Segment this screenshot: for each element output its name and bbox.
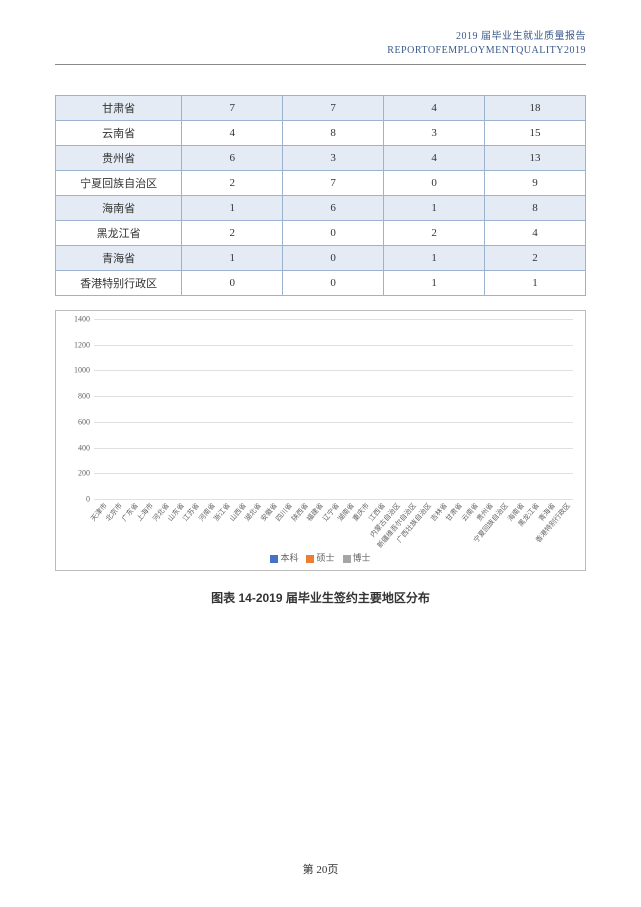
table-row: 青海省1012 <box>56 246 586 271</box>
table-row: 宁夏回族自治区2709 <box>56 171 586 196</box>
y-tick-label: 400 <box>66 443 90 452</box>
table-cell: 0 <box>283 271 384 296</box>
table-row: 海南省1618 <box>56 196 586 221</box>
table-cell: 8 <box>283 121 384 146</box>
table-cell: 0 <box>283 246 384 271</box>
table-cell: 0 <box>283 221 384 246</box>
table-cell: 2 <box>182 221 283 246</box>
table-cell: 8 <box>485 196 586 221</box>
page-footer: 第 20页 <box>0 861 641 877</box>
table-cell: 香港特别行政区 <box>56 271 182 296</box>
table-cell: 1 <box>384 246 485 271</box>
chart-caption: 图表 14-2019 届毕业生签约主要地区分布 <box>55 589 586 606</box>
table-cell: 15 <box>485 121 586 146</box>
table-row: 甘肃省77418 <box>56 96 586 121</box>
legend-item: 博士 <box>343 551 371 564</box>
table-row: 云南省48315 <box>56 121 586 146</box>
table-cell: 1 <box>384 271 485 296</box>
legend-label: 博士 <box>353 553 371 563</box>
page: 2019 届毕业生就业质量报告 REPORTOFEMPLOYMENTQUALIT… <box>0 0 641 907</box>
page-header: 2019 届毕业生就业质量报告 REPORTOFEMPLOYMENTQUALIT… <box>55 30 586 58</box>
table-cell: 6 <box>182 146 283 171</box>
table-cell: 1 <box>485 271 586 296</box>
table-cell: 9 <box>485 171 586 196</box>
table-cell: 7 <box>283 96 384 121</box>
table-cell: 13 <box>485 146 586 171</box>
legend-item: 本科 <box>270 551 298 564</box>
table-cell: 2 <box>485 246 586 271</box>
y-tick-label: 1200 <box>66 340 90 349</box>
table-cell: 云南省 <box>56 121 182 146</box>
table-row: 黑龙江省2024 <box>56 221 586 246</box>
table-cell: 0 <box>384 171 485 196</box>
table-cell: 黑龙江省 <box>56 221 182 246</box>
table-cell: 18 <box>485 96 586 121</box>
table-cell: 4 <box>384 146 485 171</box>
header-title-cn: 2019 届毕业生就业质量报告 <box>55 30 586 44</box>
y-tick-label: 200 <box>66 469 90 478</box>
y-tick-label: 1400 <box>66 315 90 324</box>
table-cell: 3 <box>283 146 384 171</box>
legend-label: 硕士 <box>316 553 334 563</box>
table-cell: 7 <box>182 96 283 121</box>
table-cell: 贵州省 <box>56 146 182 171</box>
table-row: 贵州省63413 <box>56 146 586 171</box>
x-axis-labels: 天津市北京市广东省上海市河北省山东省江苏省河南省浙江省山西省湖北省安徽省四川省陕… <box>94 499 573 547</box>
table-cell: 甘肃省 <box>56 96 182 121</box>
header-title-en: REPORTOFEMPLOYMENTQUALITY2019 <box>55 44 586 58</box>
chart-legend: 本科 硕士 博士 <box>64 551 577 564</box>
region-table: 甘肃省77418云南省48315贵州省63413宁夏回族自治区2709海南省16… <box>55 95 586 296</box>
y-tick-label: 0 <box>66 495 90 504</box>
table-cell: 宁夏回族自治区 <box>56 171 182 196</box>
table-row: 香港特别行政区0011 <box>56 271 586 296</box>
legend-label: 本科 <box>280 553 298 563</box>
table-cell: 1 <box>182 246 283 271</box>
legend-swatch <box>306 555 314 563</box>
table-cell: 4 <box>182 121 283 146</box>
table-cell: 0 <box>182 271 283 296</box>
y-tick-label: 800 <box>66 392 90 401</box>
table-cell: 4 <box>384 96 485 121</box>
table-cell: 青海省 <box>56 246 182 271</box>
table-cell: 1 <box>384 196 485 221</box>
y-tick-label: 600 <box>66 417 90 426</box>
bar-chart: 0200400600800100012001400 <box>94 319 573 499</box>
table-cell: 2 <box>384 221 485 246</box>
table-cell: 海南省 <box>56 196 182 221</box>
table-cell: 3 <box>384 121 485 146</box>
y-tick-label: 1000 <box>66 366 90 375</box>
table-cell: 4 <box>485 221 586 246</box>
table-cell: 1 <box>182 196 283 221</box>
legend-swatch <box>270 555 278 563</box>
header-rule <box>55 64 586 65</box>
table-cell: 2 <box>182 171 283 196</box>
table-cell: 6 <box>283 196 384 221</box>
legend-swatch <box>343 555 351 563</box>
table-cell: 7 <box>283 171 384 196</box>
legend-item: 硕士 <box>306 551 334 564</box>
chart-container: 0200400600800100012001400 天津市北京市广东省上海市河北… <box>55 310 586 571</box>
